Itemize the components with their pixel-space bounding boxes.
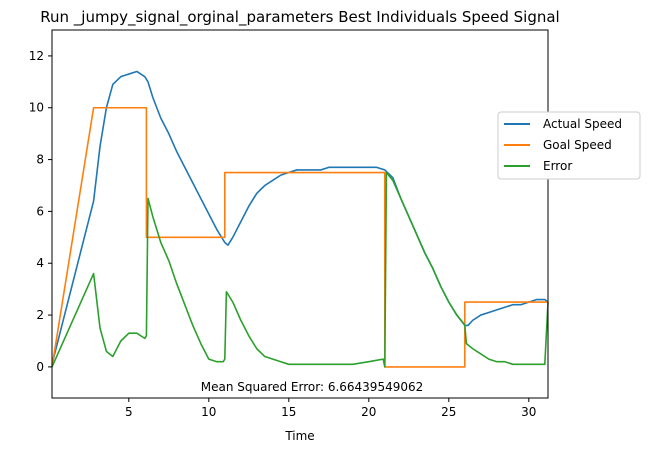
series-line-0	[51, 70, 549, 365]
series-line-1	[51, 106, 548, 368]
legend-box	[497, 111, 641, 180]
legend-label: Actual Speed	[543, 117, 622, 131]
x-tick-label: 5	[125, 405, 133, 419]
plot-area	[51, 70, 549, 368]
y-tick-label: 2	[36, 308, 44, 322]
x-tick-label: 25	[441, 405, 456, 419]
chart-title: Run _jumpy_signal_orginal_parameters Bes…	[40, 8, 559, 27]
y-axis: 0 2 4 6 8 10 12	[29, 49, 52, 374]
y-tick-label: 12	[29, 49, 44, 63]
y-tick-label: 10	[29, 101, 44, 115]
plot-frame	[51, 29, 549, 399]
x-tick-label: 15	[281, 405, 296, 419]
legend-label: Error	[543, 159, 572, 173]
y-tick-label: 6	[36, 204, 44, 218]
x-axis: 5 10 15 20 25 30	[125, 398, 536, 419]
mse-annotation: Mean Squared Error: 6.66439549062	[201, 380, 424, 394]
legend: Actual Speed Goal Speed Error	[497, 111, 641, 180]
y-tick-label: 4	[36, 256, 44, 270]
x-tick-label: 30	[521, 405, 536, 419]
x-tick-label: 20	[361, 405, 376, 419]
legend-label: Goal Speed	[543, 138, 612, 152]
y-tick-label: 0	[36, 360, 44, 374]
series-line-2	[51, 171, 549, 368]
x-axis-label: Time	[284, 429, 314, 443]
x-tick-label: 10	[201, 405, 216, 419]
y-tick-label: 8	[36, 153, 44, 167]
